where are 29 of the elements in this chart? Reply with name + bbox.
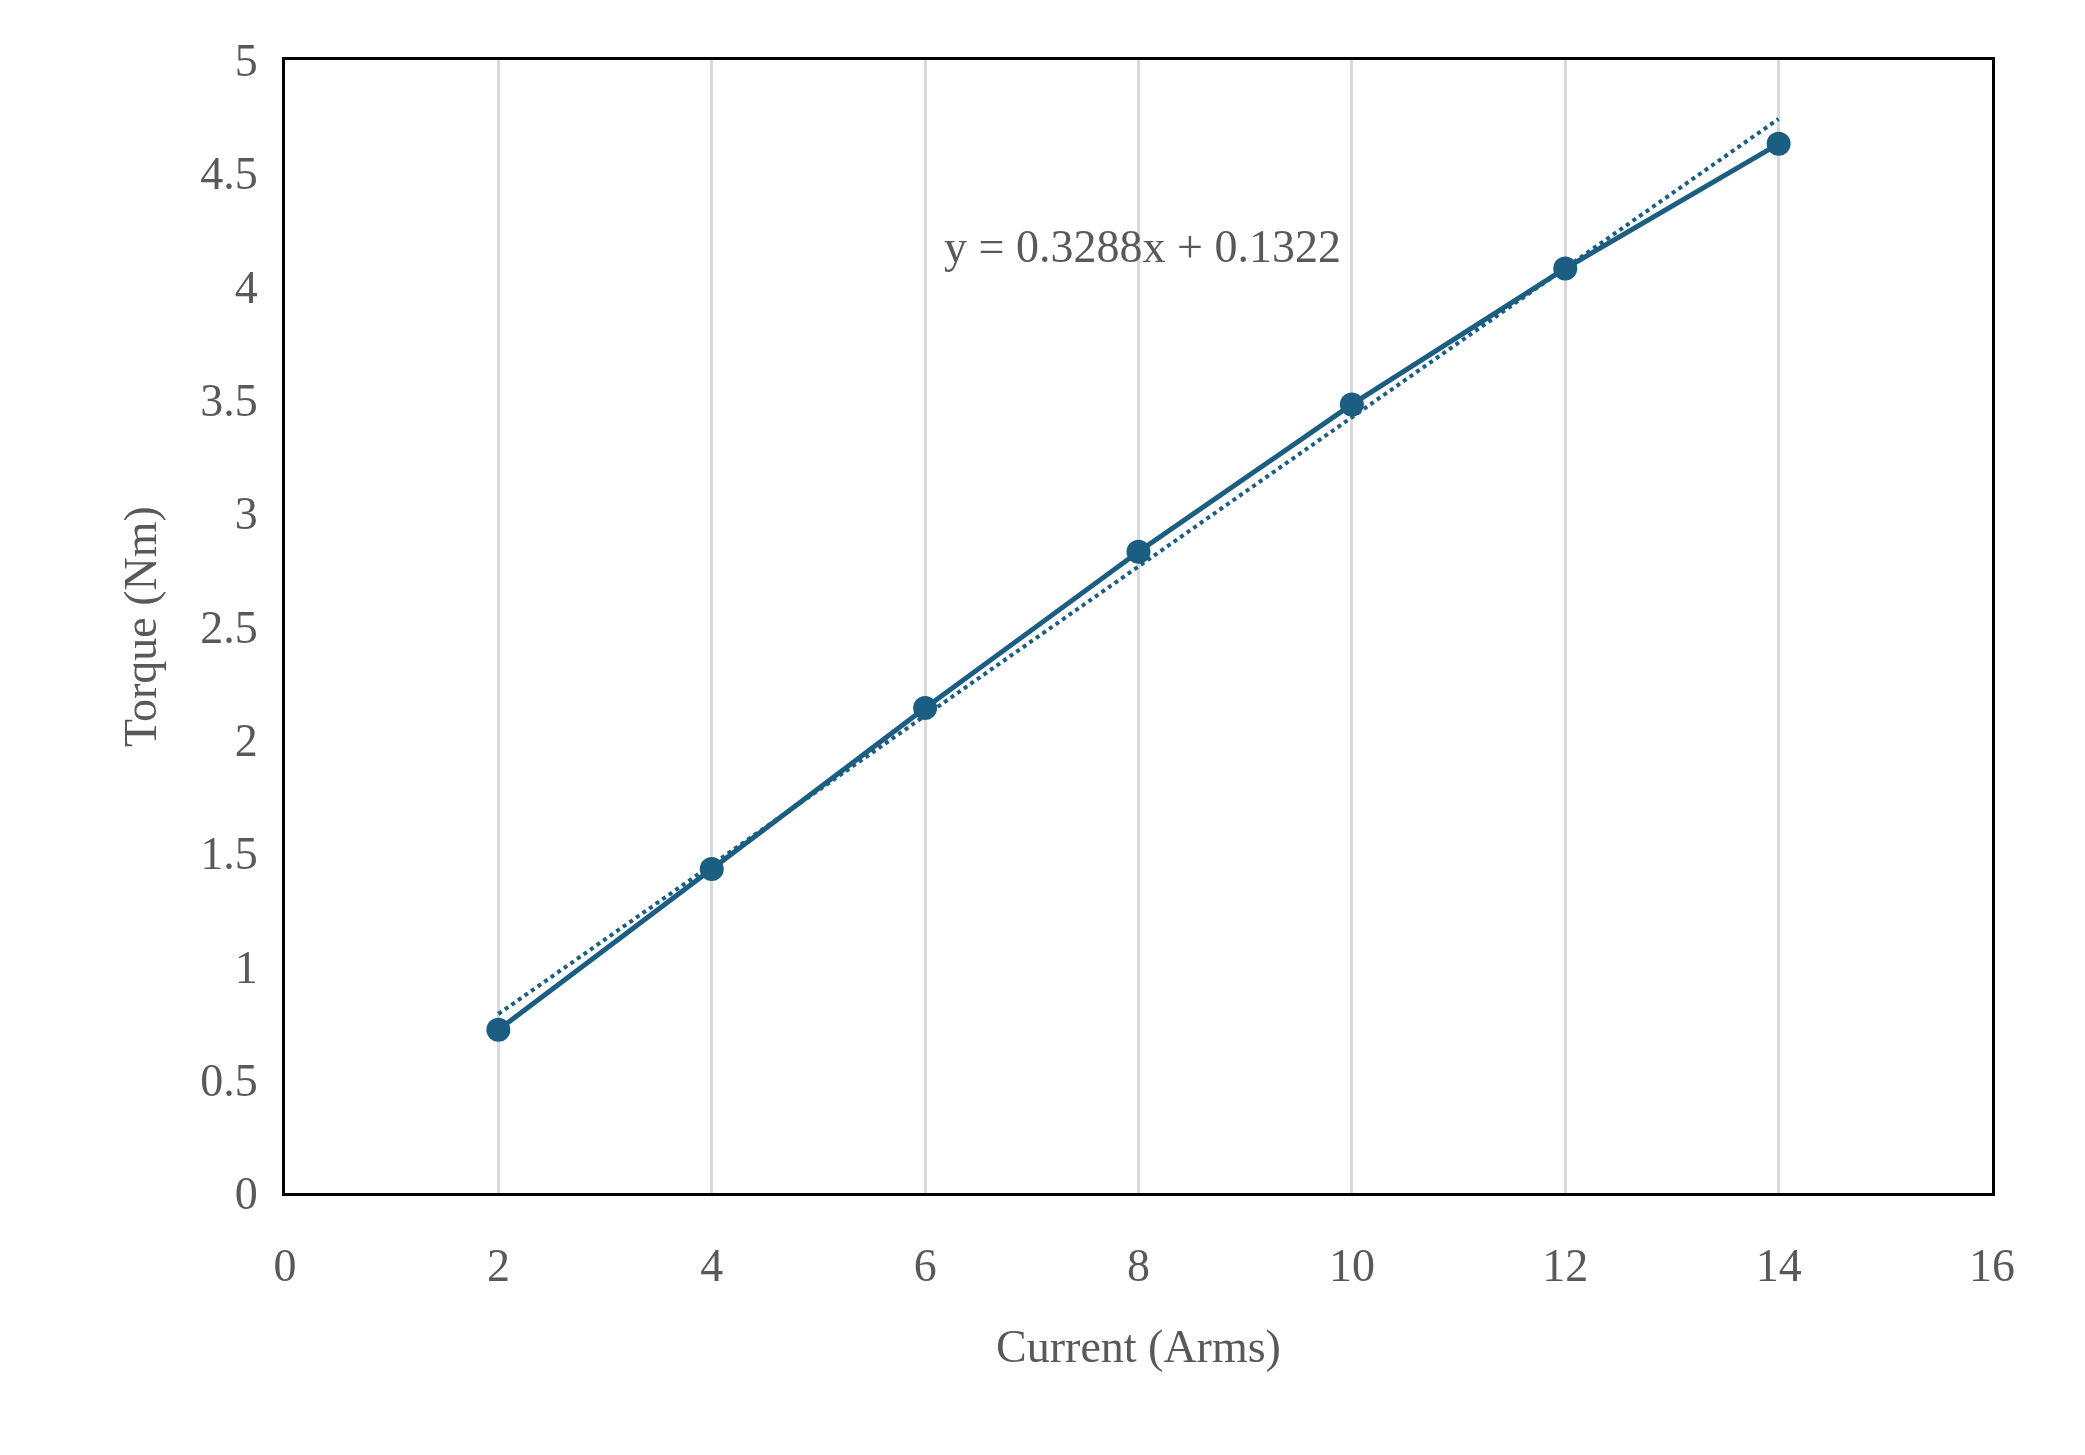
x-tick-label: 14 xyxy=(1755,1240,1802,1292)
y-tick-label: 0 xyxy=(234,1168,258,1220)
point xyxy=(913,696,938,721)
y-tick-label: 2.5 xyxy=(200,601,258,653)
y-tick-label: 4.5 xyxy=(200,148,258,200)
y-tick-label: 3.5 xyxy=(200,375,258,426)
x-tick-label: 12 xyxy=(1542,1240,1589,1292)
x-tick-label: 2 xyxy=(486,1240,510,1292)
point xyxy=(486,1017,511,1042)
y-tick-label: 0.5 xyxy=(200,1054,258,1106)
point xyxy=(1126,539,1151,564)
x-tick-label: 10 xyxy=(1328,1240,1375,1292)
point xyxy=(1339,392,1364,417)
y-tick-label: 5 xyxy=(234,35,258,87)
y-tick-label: 1 xyxy=(234,941,258,993)
y-axis-title: Torque (Nm) xyxy=(114,506,166,747)
y-tick-label: 2 xyxy=(234,714,258,766)
x-tick-label: 0 xyxy=(273,1240,297,1292)
x-tick-label: 4 xyxy=(700,1240,724,1292)
point xyxy=(1553,256,1578,281)
y-tick-label: 3 xyxy=(234,488,258,540)
x-tick-label: 8 xyxy=(1127,1240,1150,1292)
x-tick-label: 16 xyxy=(1969,1240,2015,1292)
y-tick-label: 4 xyxy=(234,261,258,313)
point xyxy=(1766,131,1791,156)
x-axis-title: Current (Arms) xyxy=(996,1320,1281,1372)
annotation: y = 0.3288x + 0.1322 xyxy=(944,221,1341,272)
y-tick-label: 1.5 xyxy=(200,828,258,880)
x-tick-label: 6 xyxy=(913,1240,937,1292)
